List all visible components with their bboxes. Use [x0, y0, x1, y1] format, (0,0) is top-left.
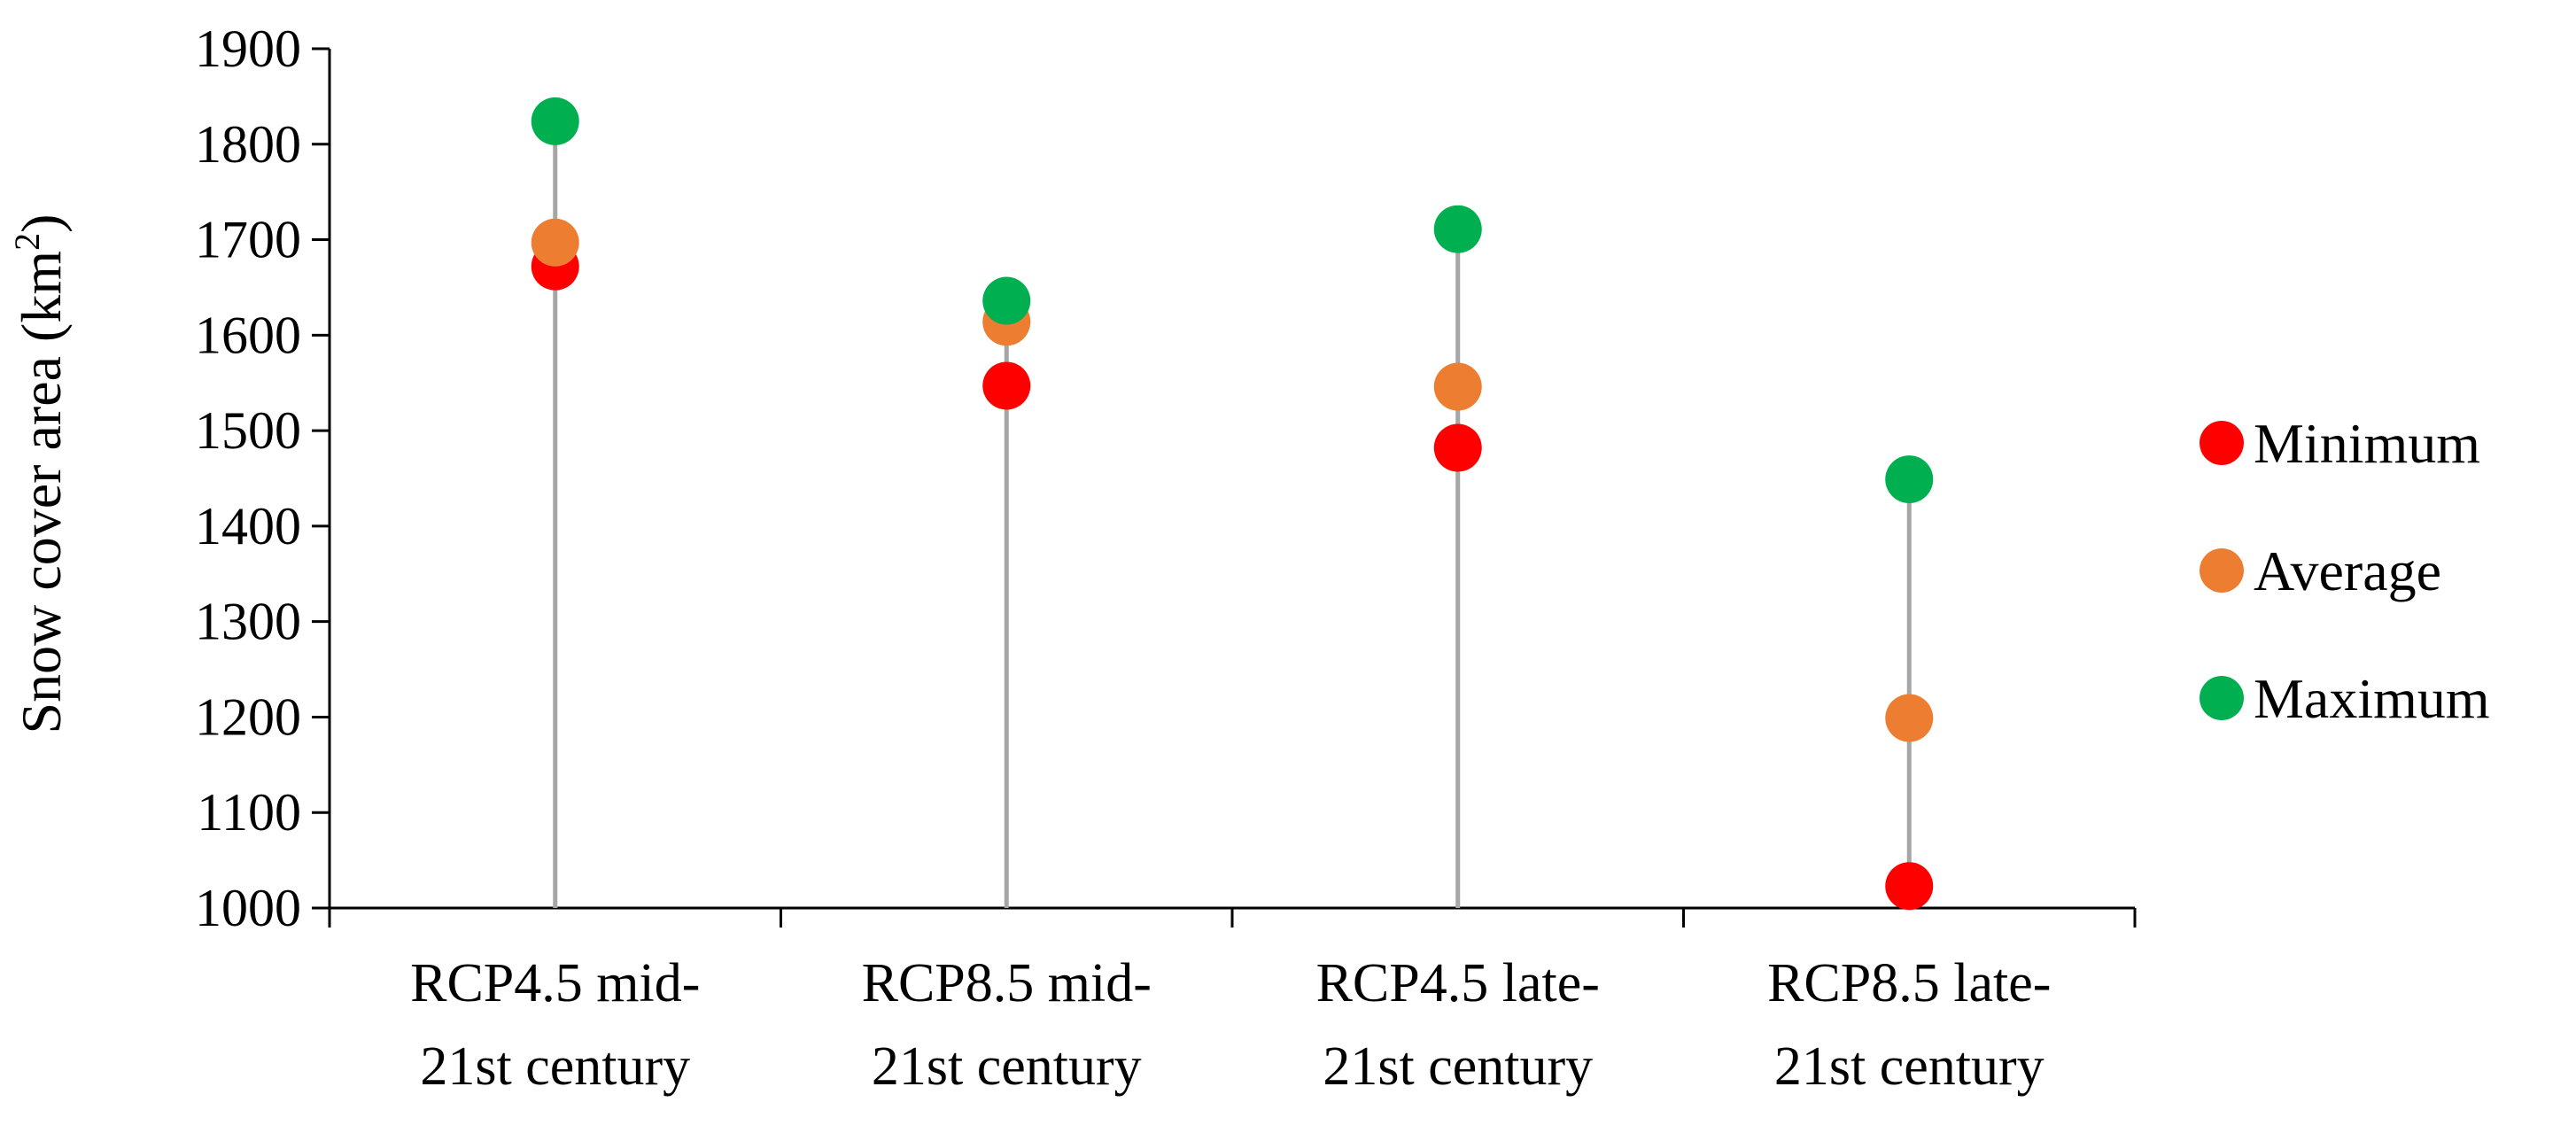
data-point-minimum — [1433, 423, 1482, 472]
y-tick-label: 1800 — [195, 115, 301, 174]
legend-label-minimum: Minimum — [2254, 412, 2480, 475]
data-point-average — [531, 218, 579, 267]
y-axis-title-main: Snow cover area (km — [10, 251, 73, 734]
legend-label-average: Average — [2254, 539, 2441, 602]
y-tick-label: 1500 — [195, 401, 301, 460]
y-axis-title-close: ) — [10, 214, 73, 233]
data-point-maximum — [982, 276, 1031, 325]
y-tick-label: 1200 — [195, 687, 301, 746]
data-point-minimum — [982, 361, 1031, 410]
data-point-maximum — [1885, 455, 1934, 504]
y-tick-label: 1100 — [197, 783, 301, 842]
legend-label-maximum: Maximum — [2254, 667, 2490, 730]
legend-marker-average — [2200, 548, 2244, 593]
y-axis-title-superscript: 2 — [7, 233, 47, 251]
legend-marker-minimum — [2200, 421, 2244, 465]
y-tick-label: 1300 — [195, 593, 301, 651]
y-axis-title: Snow cover area (km2) — [7, 214, 73, 734]
y-tick-label: 1900 — [195, 19, 301, 78]
legend-marker-maximum — [2200, 676, 2244, 720]
x-category-label: 21st century — [420, 1036, 690, 1097]
x-category-label: 21st century — [1774, 1036, 2045, 1097]
data-point-maximum — [1433, 205, 1482, 253]
y-tick-label: 1600 — [195, 306, 301, 364]
y-tick-label: 1700 — [195, 211, 301, 269]
x-category-label: 21st century — [872, 1036, 1142, 1097]
x-category-label: RCP8.5 late- — [1767, 953, 2051, 1013]
x-category-label: RCP4.5 late- — [1316, 953, 1600, 1013]
data-point-average — [1885, 694, 1934, 742]
x-category-label: RCP4.5 mid- — [410, 953, 700, 1013]
y-tick-label: 1400 — [195, 497, 301, 555]
data-point-average — [1433, 362, 1482, 411]
data-point-maximum — [531, 97, 579, 145]
data-point-minimum — [1885, 862, 1934, 911]
x-category-label: RCP8.5 mid- — [862, 953, 1152, 1013]
x-category-label: 21st century — [1323, 1036, 1593, 1097]
y-tick-label: 1000 — [195, 879, 301, 937]
